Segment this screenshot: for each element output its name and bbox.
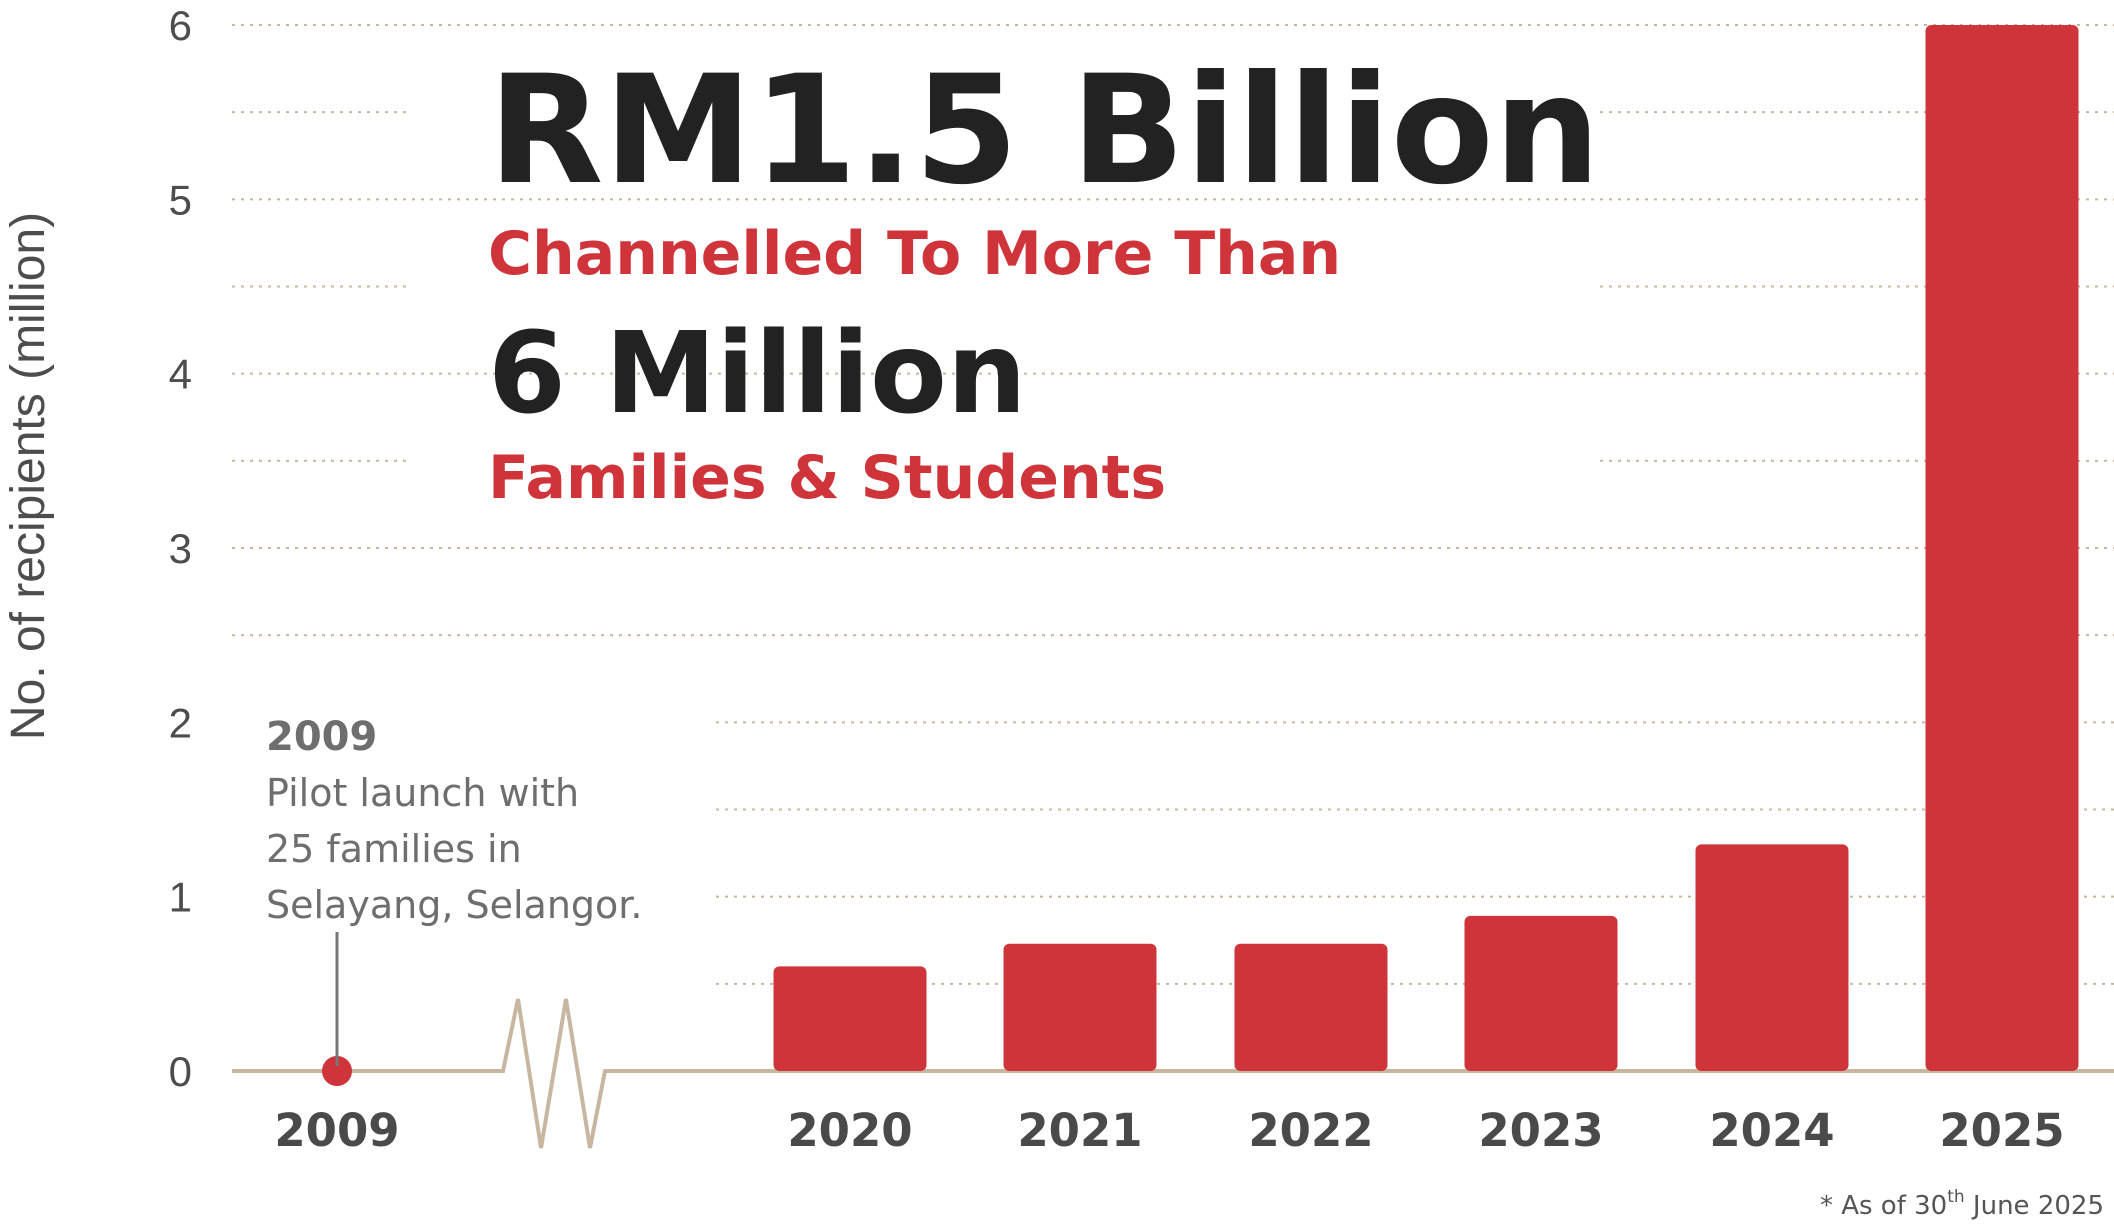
footnote-superscript: th [1947,1187,1964,1207]
bar-2023 [1464,915,1618,1071]
y-axis-ticks: 0 1 2 3 4 5 6 [169,2,192,1095]
headline-subtitle-2: Families & Students [488,443,1166,513]
bar-2022 [1234,943,1388,1071]
y-tick-label: 2 [169,699,192,746]
headline-subtitle-1: Channelled To More Than [488,219,1341,289]
y-tick-label: 4 [169,351,192,398]
headline-count: 6 Million [488,309,1027,439]
y-tick-label: 5 [169,176,192,223]
footnote-suffix: June 2025 [1965,1191,2104,1221]
x-axis-baseline [232,998,2114,1149]
y-tick-label: 6 [169,2,192,49]
bar-2024 [1695,844,1849,1071]
bar-2021 [1003,943,1157,1071]
x-tick-label: 2022 [1248,1104,1373,1157]
annotation-line-1: Pilot launch with [266,771,579,815]
x-tick-label: 2009 [274,1104,399,1157]
y-tick-label: 1 [169,874,192,921]
annotation-line-3: Selayang, Selangor. [266,883,643,927]
annotation-line-2: 25 families in [266,827,522,871]
x-tick-label: 2021 [1017,1104,1142,1157]
y-tick-label: 3 [169,525,192,572]
x-tick-label: 2023 [1478,1104,1603,1157]
bar-2020 [773,966,927,1071]
x-axis-ticks: 2009 2020 2021 2022 2023 2024 2025 [274,1104,2064,1157]
bar-2025 [1925,25,2079,1071]
y-axis-label: No. of recipients (million) [2,212,55,740]
footnote: * As of 30th June 2025 [1820,1187,2104,1221]
x-tick-label: 2024 [1709,1104,1834,1157]
y-tick-label: 0 [169,1048,192,1095]
annotation-year: 2009 [266,714,377,760]
bars [322,25,2079,1086]
grid-lines [232,24,2114,985]
headline-amount: RM1.5 Billion [488,44,1601,218]
footnote-prefix: * As of 30 [1820,1191,1947,1221]
x-tick-label: 2025 [1939,1104,2064,1157]
data-point-2009 [322,1056,352,1086]
x-tick-label: 2020 [787,1104,912,1157]
x-axis-line [232,998,2114,1149]
